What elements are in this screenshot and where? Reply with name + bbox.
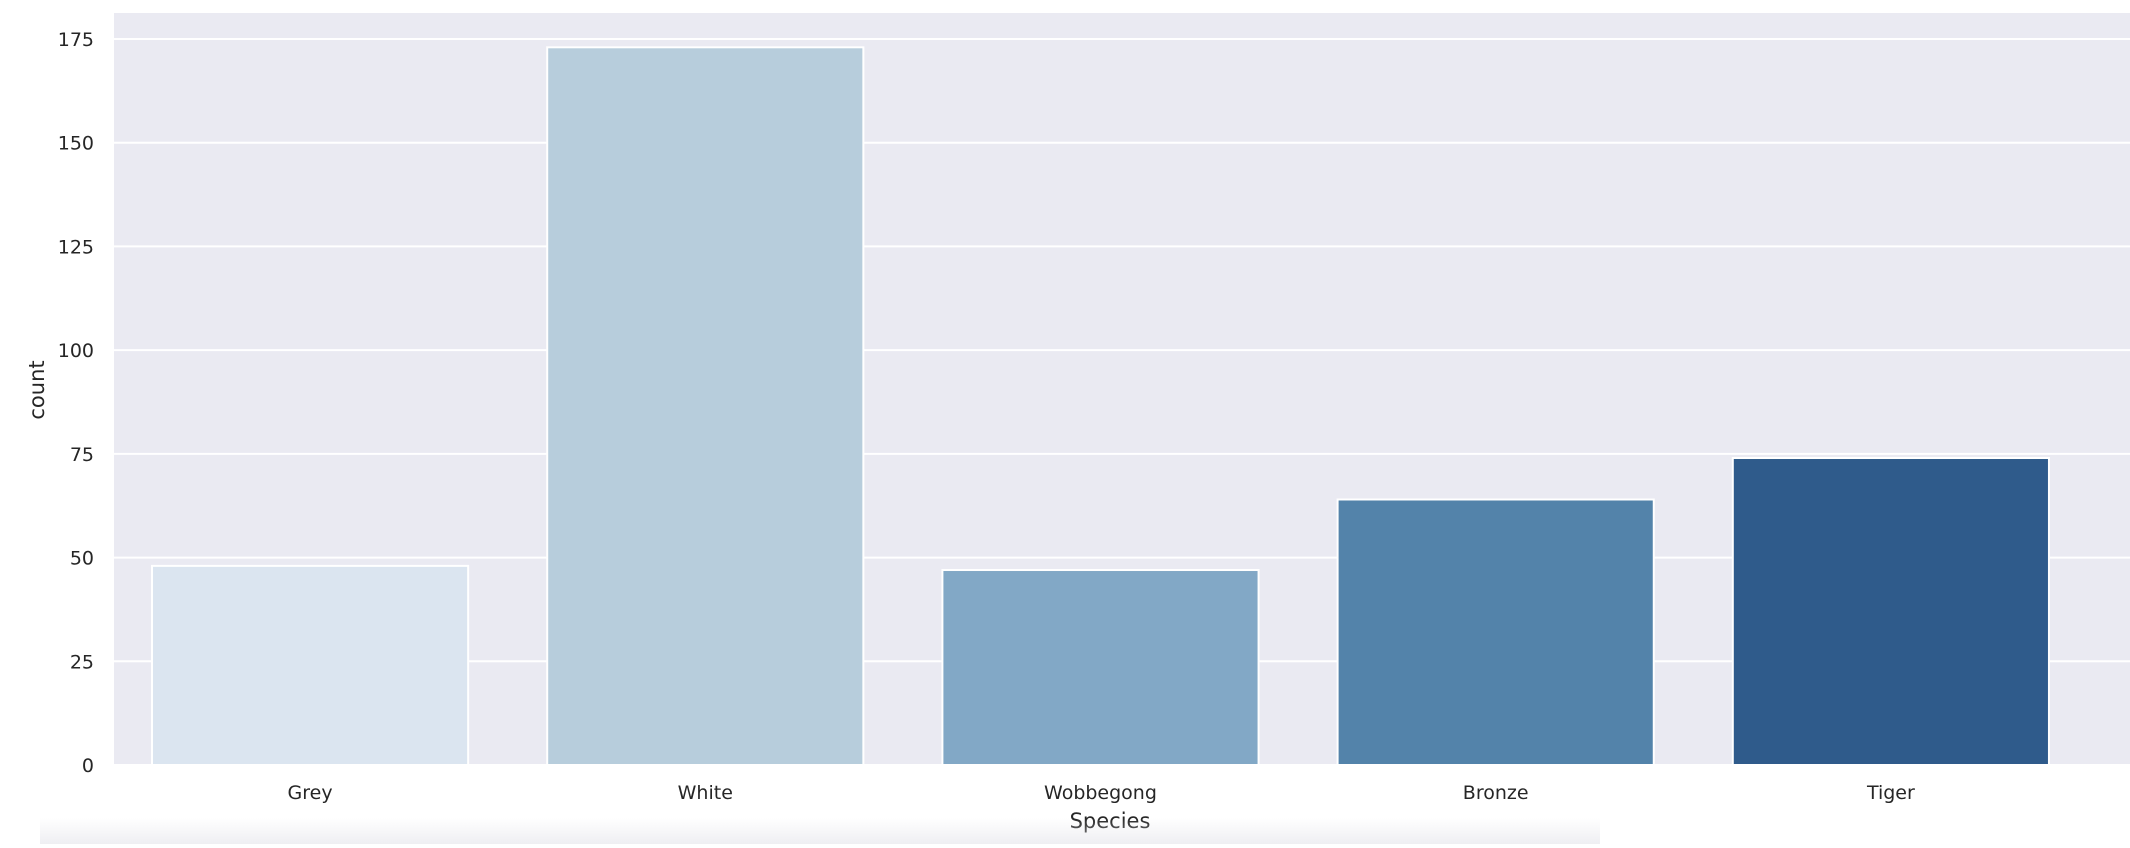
y-tick-labels: 0 25 50 75 100 125 150 175 bbox=[58, 29, 94, 777]
bars bbox=[151, 46, 2050, 767]
bar-bronze bbox=[1336, 498, 1655, 766]
bar-wobbegong bbox=[941, 569, 1260, 767]
x-tick-label-white: White bbox=[678, 782, 733, 804]
y-tick-label: 50 bbox=[70, 548, 94, 570]
x-tick-label-grey: Grey bbox=[288, 782, 333, 804]
bottom-shadow bbox=[40, 818, 1600, 844]
y-tick-label: 175 bbox=[58, 29, 94, 51]
y-tick-label: 100 bbox=[58, 340, 94, 362]
y-tick-label: 25 bbox=[70, 651, 94, 673]
y-tick-label: 0 bbox=[82, 755, 94, 777]
y-tick-label: 150 bbox=[58, 133, 94, 155]
x-tick-label-wobbegong: Wobbegong bbox=[1044, 782, 1157, 804]
x-tick-labels: Grey White Wobbegong Bronze Tiger bbox=[288, 782, 1915, 804]
bar-tiger bbox=[1731, 457, 2050, 766]
y-tick-label: 75 bbox=[70, 444, 94, 466]
y-axis-title: count bbox=[25, 360, 49, 419]
y-tick-label: 125 bbox=[58, 236, 94, 258]
x-tick-label-bronze: Bronze bbox=[1463, 782, 1529, 804]
bar-white bbox=[546, 46, 865, 767]
bar-grey bbox=[151, 564, 470, 767]
x-tick-label-tiger: Tiger bbox=[1866, 782, 1915, 804]
